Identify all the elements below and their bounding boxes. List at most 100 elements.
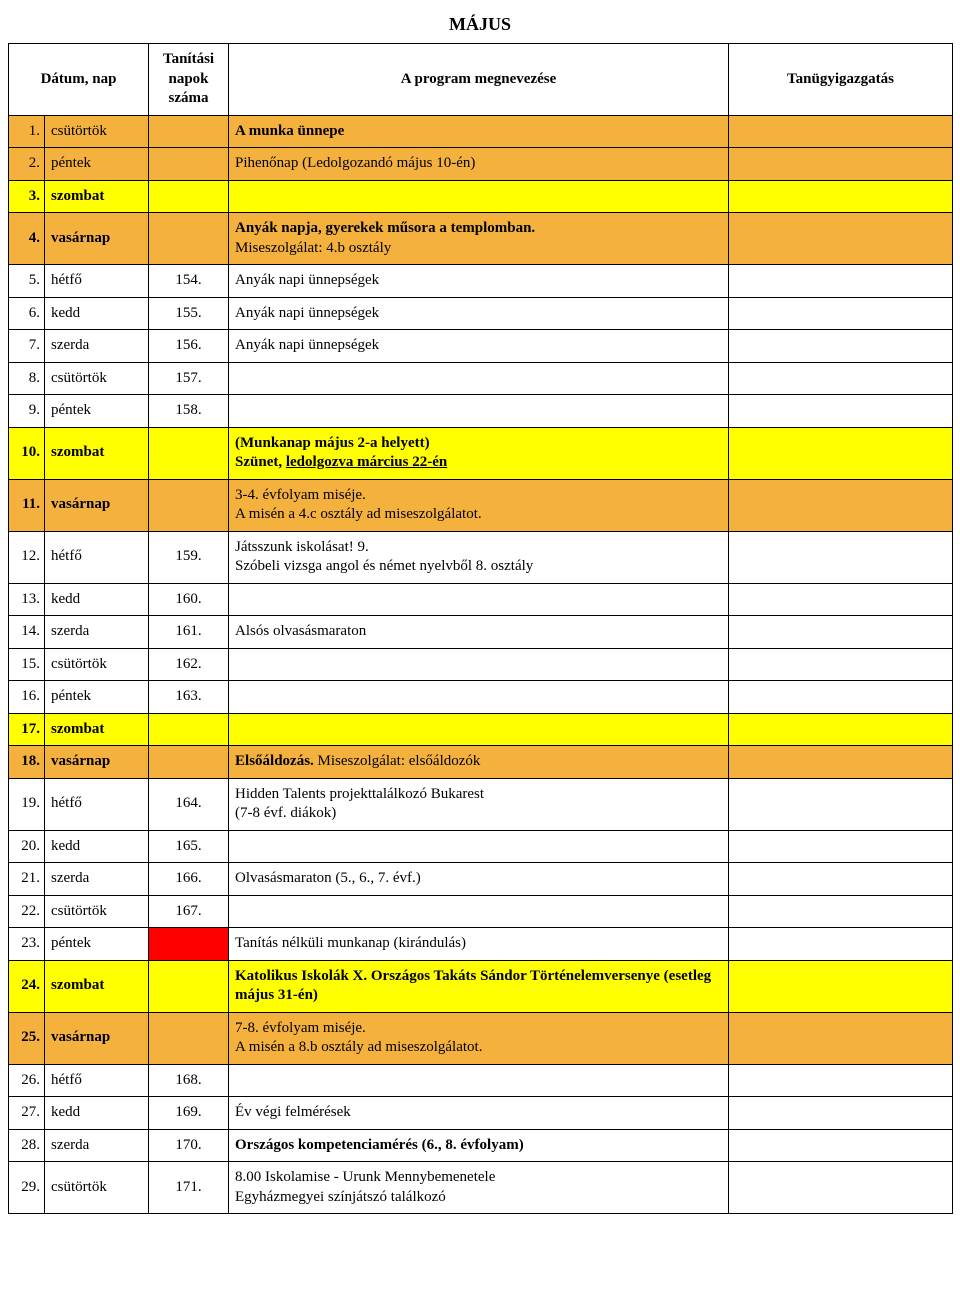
cell-admin — [729, 895, 953, 928]
cell-day: kedd — [45, 297, 149, 330]
cell-admin — [729, 479, 953, 531]
cell-count — [149, 713, 229, 746]
cell-program — [229, 830, 729, 863]
cell-number: 16. — [9, 681, 45, 714]
cell-count — [149, 115, 229, 148]
cell-day: szerda — [45, 330, 149, 363]
cell-count: 167. — [149, 895, 229, 928]
cell-program: 3-4. évfolyam miséje.A misén a 4.c osztá… — [229, 479, 729, 531]
cell-day: csütörtök — [45, 362, 149, 395]
cell-admin — [729, 180, 953, 213]
cell-admin — [729, 960, 953, 1012]
table-row: 22.csütörtök167. — [9, 895, 953, 928]
cell-count — [149, 148, 229, 181]
cell-program: Anyák napi ünnepségek — [229, 265, 729, 298]
cell-admin — [729, 213, 953, 265]
cell-count: 166. — [149, 863, 229, 896]
cell-day: hétfő — [45, 1064, 149, 1097]
cell-admin — [729, 297, 953, 330]
cell-program — [229, 713, 729, 746]
cell-admin — [729, 1064, 953, 1097]
table-row: 21.szerda166.Olvasásmaraton (5., 6., 7. … — [9, 863, 953, 896]
cell-admin — [729, 115, 953, 148]
cell-day: csütörtök — [45, 648, 149, 681]
table-row: 17.szombat — [9, 713, 953, 746]
cell-number: 20. — [9, 830, 45, 863]
table-row: 10.szombat(Munkanap május 2-a helyett)Sz… — [9, 427, 953, 479]
cell-number: 21. — [9, 863, 45, 896]
cell-admin — [729, 863, 953, 896]
cell-number: 14. — [9, 616, 45, 649]
cell-admin — [729, 330, 953, 363]
cell-count — [149, 427, 229, 479]
cell-number: 9. — [9, 395, 45, 428]
cell-program: Anyák napi ünnepségek — [229, 297, 729, 330]
cell-program: 8.00 Iskolamise - Urunk MennybemeneteleE… — [229, 1162, 729, 1214]
table-row: 2.péntekPihenőnap (Ledolgozandó május 10… — [9, 148, 953, 181]
cell-number: 28. — [9, 1129, 45, 1162]
table-row: 1.csütörtökA munka ünnepe — [9, 115, 953, 148]
table-row: 13.kedd160. — [9, 583, 953, 616]
cell-program — [229, 395, 729, 428]
cell-number: 22. — [9, 895, 45, 928]
cell-number: 12. — [9, 531, 45, 583]
table-row: 16.péntek163. — [9, 681, 953, 714]
cell-number: 3. — [9, 180, 45, 213]
cell-day: szerda — [45, 1129, 149, 1162]
cell-day: péntek — [45, 928, 149, 961]
cell-count — [149, 180, 229, 213]
table-row: 9.péntek158. — [9, 395, 953, 428]
cell-program: Hidden Talents projekttalálkozó Bukarest… — [229, 778, 729, 830]
cell-day: szerda — [45, 863, 149, 896]
cell-count: 168. — [149, 1064, 229, 1097]
cell-admin — [729, 148, 953, 181]
cell-program — [229, 362, 729, 395]
cell-admin — [729, 395, 953, 428]
cell-program: Játsszunk iskolásat! 9.Szóbeli vizsga an… — [229, 531, 729, 583]
cell-program — [229, 583, 729, 616]
cell-count — [149, 479, 229, 531]
cell-admin — [729, 713, 953, 746]
cell-count: 169. — [149, 1097, 229, 1130]
cell-number: 11. — [9, 479, 45, 531]
table-header-row: Dátum, nap Tanítási napok száma A progra… — [9, 44, 953, 116]
cell-count: 165. — [149, 830, 229, 863]
cell-day: hétfő — [45, 778, 149, 830]
cell-admin — [729, 583, 953, 616]
cell-count: 158. — [149, 395, 229, 428]
cell-program: Tanítás nélküli munkanap (kirándulás) — [229, 928, 729, 961]
cell-admin — [729, 616, 953, 649]
cell-count: 164. — [149, 778, 229, 830]
cell-count: 161. — [149, 616, 229, 649]
cell-number: 4. — [9, 213, 45, 265]
cell-number: 23. — [9, 928, 45, 961]
cell-program — [229, 895, 729, 928]
cell-program: Katolikus Iskolák X. Országos Takáts Sán… — [229, 960, 729, 1012]
cell-day: péntek — [45, 148, 149, 181]
cell-day: szombat — [45, 960, 149, 1012]
cell-program: Országos kompetenciamérés (6., 8. évfoly… — [229, 1129, 729, 1162]
cell-day: szombat — [45, 713, 149, 746]
cell-day: vasárnap — [45, 746, 149, 779]
cell-count: 155. — [149, 297, 229, 330]
table-row: 11.vasárnap3-4. évfolyam miséje.A misén … — [9, 479, 953, 531]
table-row: 14.szerda161.Alsós olvasásmaraton — [9, 616, 953, 649]
cell-admin — [729, 928, 953, 961]
cell-admin — [729, 681, 953, 714]
cell-count: 171. — [149, 1162, 229, 1214]
cell-admin — [729, 746, 953, 779]
cell-day: csütörtök — [45, 1162, 149, 1214]
cell-count — [149, 928, 229, 961]
cell-day: kedd — [45, 583, 149, 616]
cell-admin — [729, 531, 953, 583]
cell-number: 26. — [9, 1064, 45, 1097]
table-row: 28.szerda170.Országos kompetenciamérés (… — [9, 1129, 953, 1162]
cell-count — [149, 1012, 229, 1064]
cell-day: szerda — [45, 616, 149, 649]
cell-number: 8. — [9, 362, 45, 395]
table-row: 6.kedd155.Anyák napi ünnepségek — [9, 297, 953, 330]
cell-number: 17. — [9, 713, 45, 746]
cell-day: hétfő — [45, 531, 149, 583]
table-row: 26.hétfő168. — [9, 1064, 953, 1097]
cell-number: 10. — [9, 427, 45, 479]
